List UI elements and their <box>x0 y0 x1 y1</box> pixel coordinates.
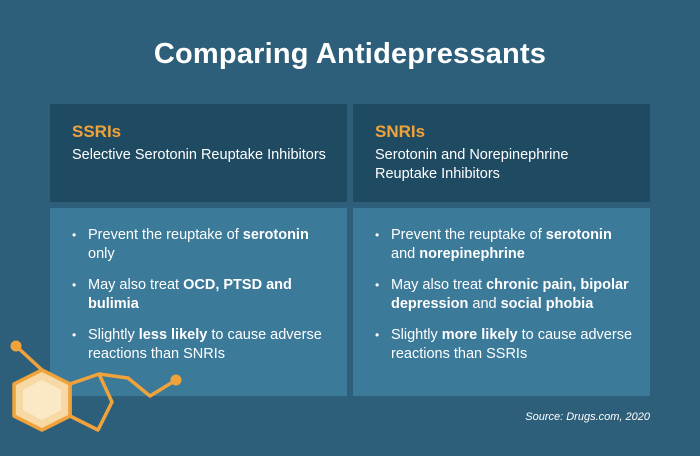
list-item: • May also treat OCD, PTSD and bulimia <box>72 276 333 314</box>
ssri-full-name: Selective Serotonin Reuptake Inhibitors <box>72 147 326 163</box>
ssri-body: • Prevent the reuptake of serotonin only … <box>50 208 347 396</box>
item-text: to cause adverse reactions than SNRIs <box>88 327 322 362</box>
item-emphasis: more likely <box>441 327 518 343</box>
ssri-abbr: SSRIs <box>72 122 122 141</box>
snri-body: • Prevent the reuptake of serotonin and n… <box>353 208 650 396</box>
ssri-column: SSRIs Selective Serotonin Reuptake Inhib… <box>50 104 347 396</box>
bullet-icon: • <box>375 228 380 242</box>
item-text: Slightly <box>88 327 139 343</box>
ssri-header: SSRIs Selective Serotonin Reuptake Inhib… <box>50 104 347 202</box>
item-text: Prevent the reuptake of <box>88 227 243 243</box>
item-emphasis: chronic pain, bipolar depression <box>391 277 629 312</box>
list-item: • Prevent the reuptake of serotonin only <box>72 226 333 264</box>
item-text: only <box>88 246 115 262</box>
molecule-icon <box>10 340 182 432</box>
item-emphasis: serotonin <box>242 227 309 243</box>
list-item: • Slightly more likely to cause adverse r… <box>375 326 636 364</box>
item-emphasis: serotonin <box>545 227 612 243</box>
snri-header: SNRIs Serotonin and Norepinephrine Reupt… <box>353 104 650 202</box>
bullet-icon: • <box>72 228 77 242</box>
bullet-icon: • <box>72 328 77 342</box>
item-text: and <box>391 246 420 262</box>
item-emphasis: less likely <box>138 327 208 343</box>
item-emphasis: OCD, PTSD and bulimia <box>88 277 292 312</box>
bullet-icon: • <box>375 278 380 292</box>
item-emphasis: norepinephrine <box>419 246 525 262</box>
snri-full-name: Serotonin and Norepinephrine Reuptake In… <box>375 147 569 182</box>
item-text: Slightly <box>391 327 442 343</box>
item-emphasis: social phobia <box>500 296 594 312</box>
list-item: • Prevent the reuptake of serotonin and n… <box>375 226 636 264</box>
source-note: Source: Drugs.com, 2020 <box>525 411 650 423</box>
snri-abbr: SNRIs <box>375 122 426 141</box>
list-item: • Slightly less likely to cause adverse r… <box>72 326 333 364</box>
item-text: to cause adverse reactions than SSRIs <box>391 327 633 362</box>
page-title: Comparing Antidepressants <box>153 38 547 70</box>
item-text: Prevent the reuptake of <box>391 227 546 243</box>
list-item: • May also treat chronic pain, bipolar de… <box>375 276 636 314</box>
snri-column: SNRIs Serotonin and Norepinephrine Reupt… <box>353 104 650 396</box>
item-text: May also treat <box>391 277 487 293</box>
bullet-icon: • <box>375 328 380 342</box>
bullet-icon: • <box>72 278 77 292</box>
item-text: May also treat <box>88 277 184 293</box>
item-text: and <box>468 296 501 312</box>
snri-list: • Prevent the reuptake of serotonin and n… <box>375 226 636 364</box>
ssri-list: • Prevent the reuptake of serotonin only … <box>72 226 333 364</box>
